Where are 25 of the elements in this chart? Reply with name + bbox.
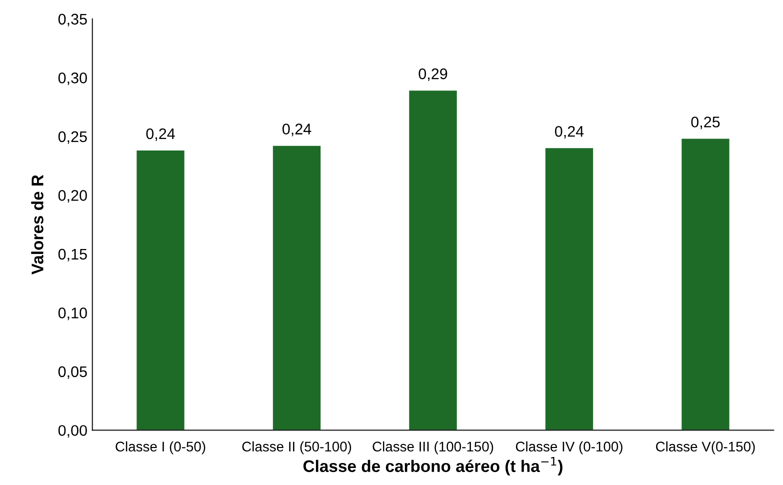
x-tick-label: Classe III (100-150) [372, 441, 494, 454]
x-tick-label: Classe V(0-150) [656, 441, 755, 454]
x-tick-label: Classe IV (0-100) [516, 441, 622, 454]
data-label: 0,25 [691, 116, 720, 130]
y-tick-label: 0,15 [58, 248, 87, 262]
bar [682, 138, 730, 430]
y-tick-label: 0,00 [58, 425, 87, 438]
y-tick-label: 0,30 [58, 72, 87, 86]
bar [545, 148, 594, 430]
data-label: 0,24 [282, 124, 312, 136]
x-tick-label: Classe II (50-100) [242, 441, 352, 454]
data-label: 0,29 [418, 68, 448, 82]
y-axis-title: Valores de R [31, 174, 44, 274]
bar [409, 90, 457, 430]
x-tick-label: Classe I (0-50) [116, 441, 206, 454]
y-tick-label: 0,20 [58, 190, 87, 203]
bar [136, 150, 184, 430]
y-tick-label: 0,25 [58, 131, 87, 144]
y-tick-label: 0,35 [58, 14, 87, 26]
data-label: 0,24 [554, 126, 584, 139]
y-tick-label: 0,05 [58, 366, 87, 379]
bar [272, 146, 321, 430]
x-axis-title: Classe de carbono aéreo (t ha$^{−1}$) [303, 457, 562, 476]
data-label: 0,24 [146, 128, 175, 141]
y-tick-label: 0,10 [58, 308, 87, 320]
